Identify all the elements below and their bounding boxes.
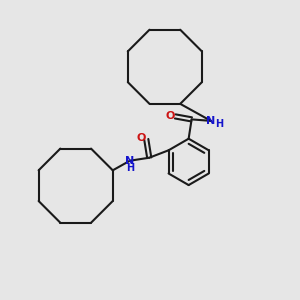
Text: N: N <box>125 156 134 166</box>
Text: N: N <box>206 116 216 126</box>
Text: O: O <box>136 133 146 143</box>
Text: H: H <box>215 119 223 129</box>
Text: O: O <box>165 111 175 122</box>
Text: H: H <box>127 163 135 173</box>
